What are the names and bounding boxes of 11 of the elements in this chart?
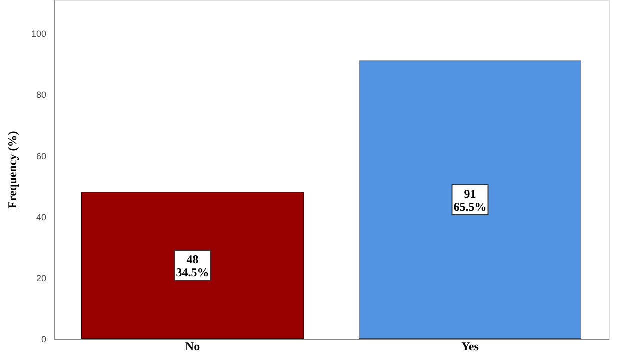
x-tick-label: No xyxy=(185,340,200,354)
y-axis-title: Frequency (%) xyxy=(5,131,20,209)
x-tick-label: Yes xyxy=(462,340,480,354)
y-tick-label: 60 xyxy=(36,151,46,162)
y-tick-label: 80 xyxy=(36,90,46,100)
data-label: 48 34.5% xyxy=(176,252,210,280)
y-tick-label: 40 xyxy=(36,212,46,222)
y-tick-label: 100 xyxy=(31,29,46,40)
y-tick-label: 0 xyxy=(41,334,46,344)
y-tick-label: 20 xyxy=(36,273,46,284)
data-label: 91 65.5% xyxy=(454,187,487,214)
